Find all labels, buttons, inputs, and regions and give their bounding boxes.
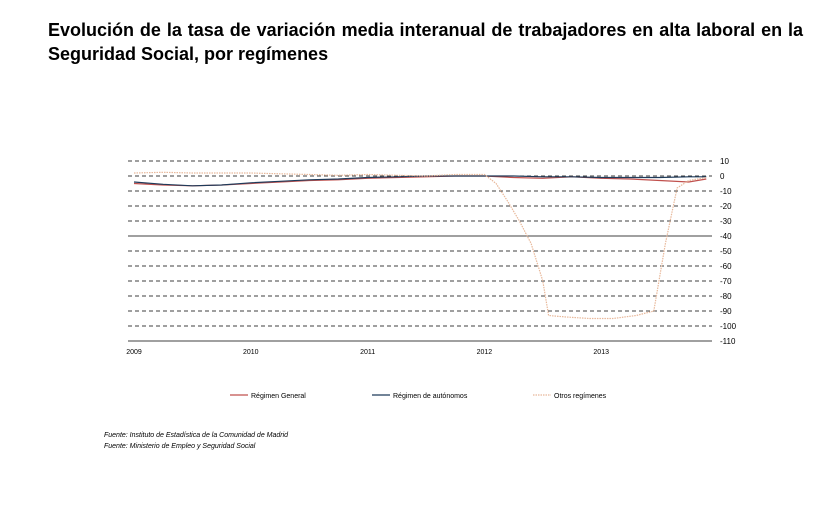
y-tick-label: -100	[720, 322, 737, 331]
x-tick-label: 2010	[243, 349, 259, 356]
legend-label: Otros regímenes	[554, 393, 607, 400]
legend-label: Régimen General	[251, 393, 306, 400]
page-title: Evolución de la tasa de variación media …	[48, 20, 803, 64]
y-tick-label: -40	[720, 232, 732, 241]
source-note-1: Fuente: Instituto de Estadística de la C…	[104, 432, 289, 439]
series-line-2	[133, 175, 707, 187]
y-tick-label: 10	[720, 157, 729, 166]
x-tick-label: 2012	[477, 349, 493, 356]
y-tick-label: -50	[720, 247, 732, 256]
chart-grid	[128, 160, 712, 342]
x-tick-label: 2011	[360, 349, 375, 356]
y-axis-ticks: 10 0 -10 -20 -30 -40 -50 -60 -70 -80 -90 -100 -110	[720, 157, 737, 346]
y-tick-label: -110	[720, 337, 736, 346]
y-tick-label: -10	[720, 187, 732, 196]
x-tick-label: 2013	[593, 349, 609, 356]
chart-series	[133, 171, 707, 320]
y-tick-label: -70	[720, 277, 732, 286]
x-axis-ticks: 2009 2010 2011 2012 2013	[126, 349, 609, 356]
y-tick-label: -90	[720, 307, 732, 316]
legend-label: Régimen de autónomos	[393, 393, 468, 400]
source-note-2: Fuente: Ministerio de Empleo y Seguridad…	[104, 443, 256, 450]
y-tick-label: -60	[720, 262, 732, 271]
x-tick-label: 2009	[126, 349, 142, 356]
chart-legend: Régimen General Régimen de autónomos Otros…	[230, 393, 607, 400]
y-tick-label: -80	[720, 292, 732, 301]
y-tick-label: -20	[720, 202, 732, 211]
y-tick-label: 0	[720, 172, 725, 181]
series-line-3	[133, 171, 707, 320]
y-tick-label: -30	[720, 217, 732, 226]
